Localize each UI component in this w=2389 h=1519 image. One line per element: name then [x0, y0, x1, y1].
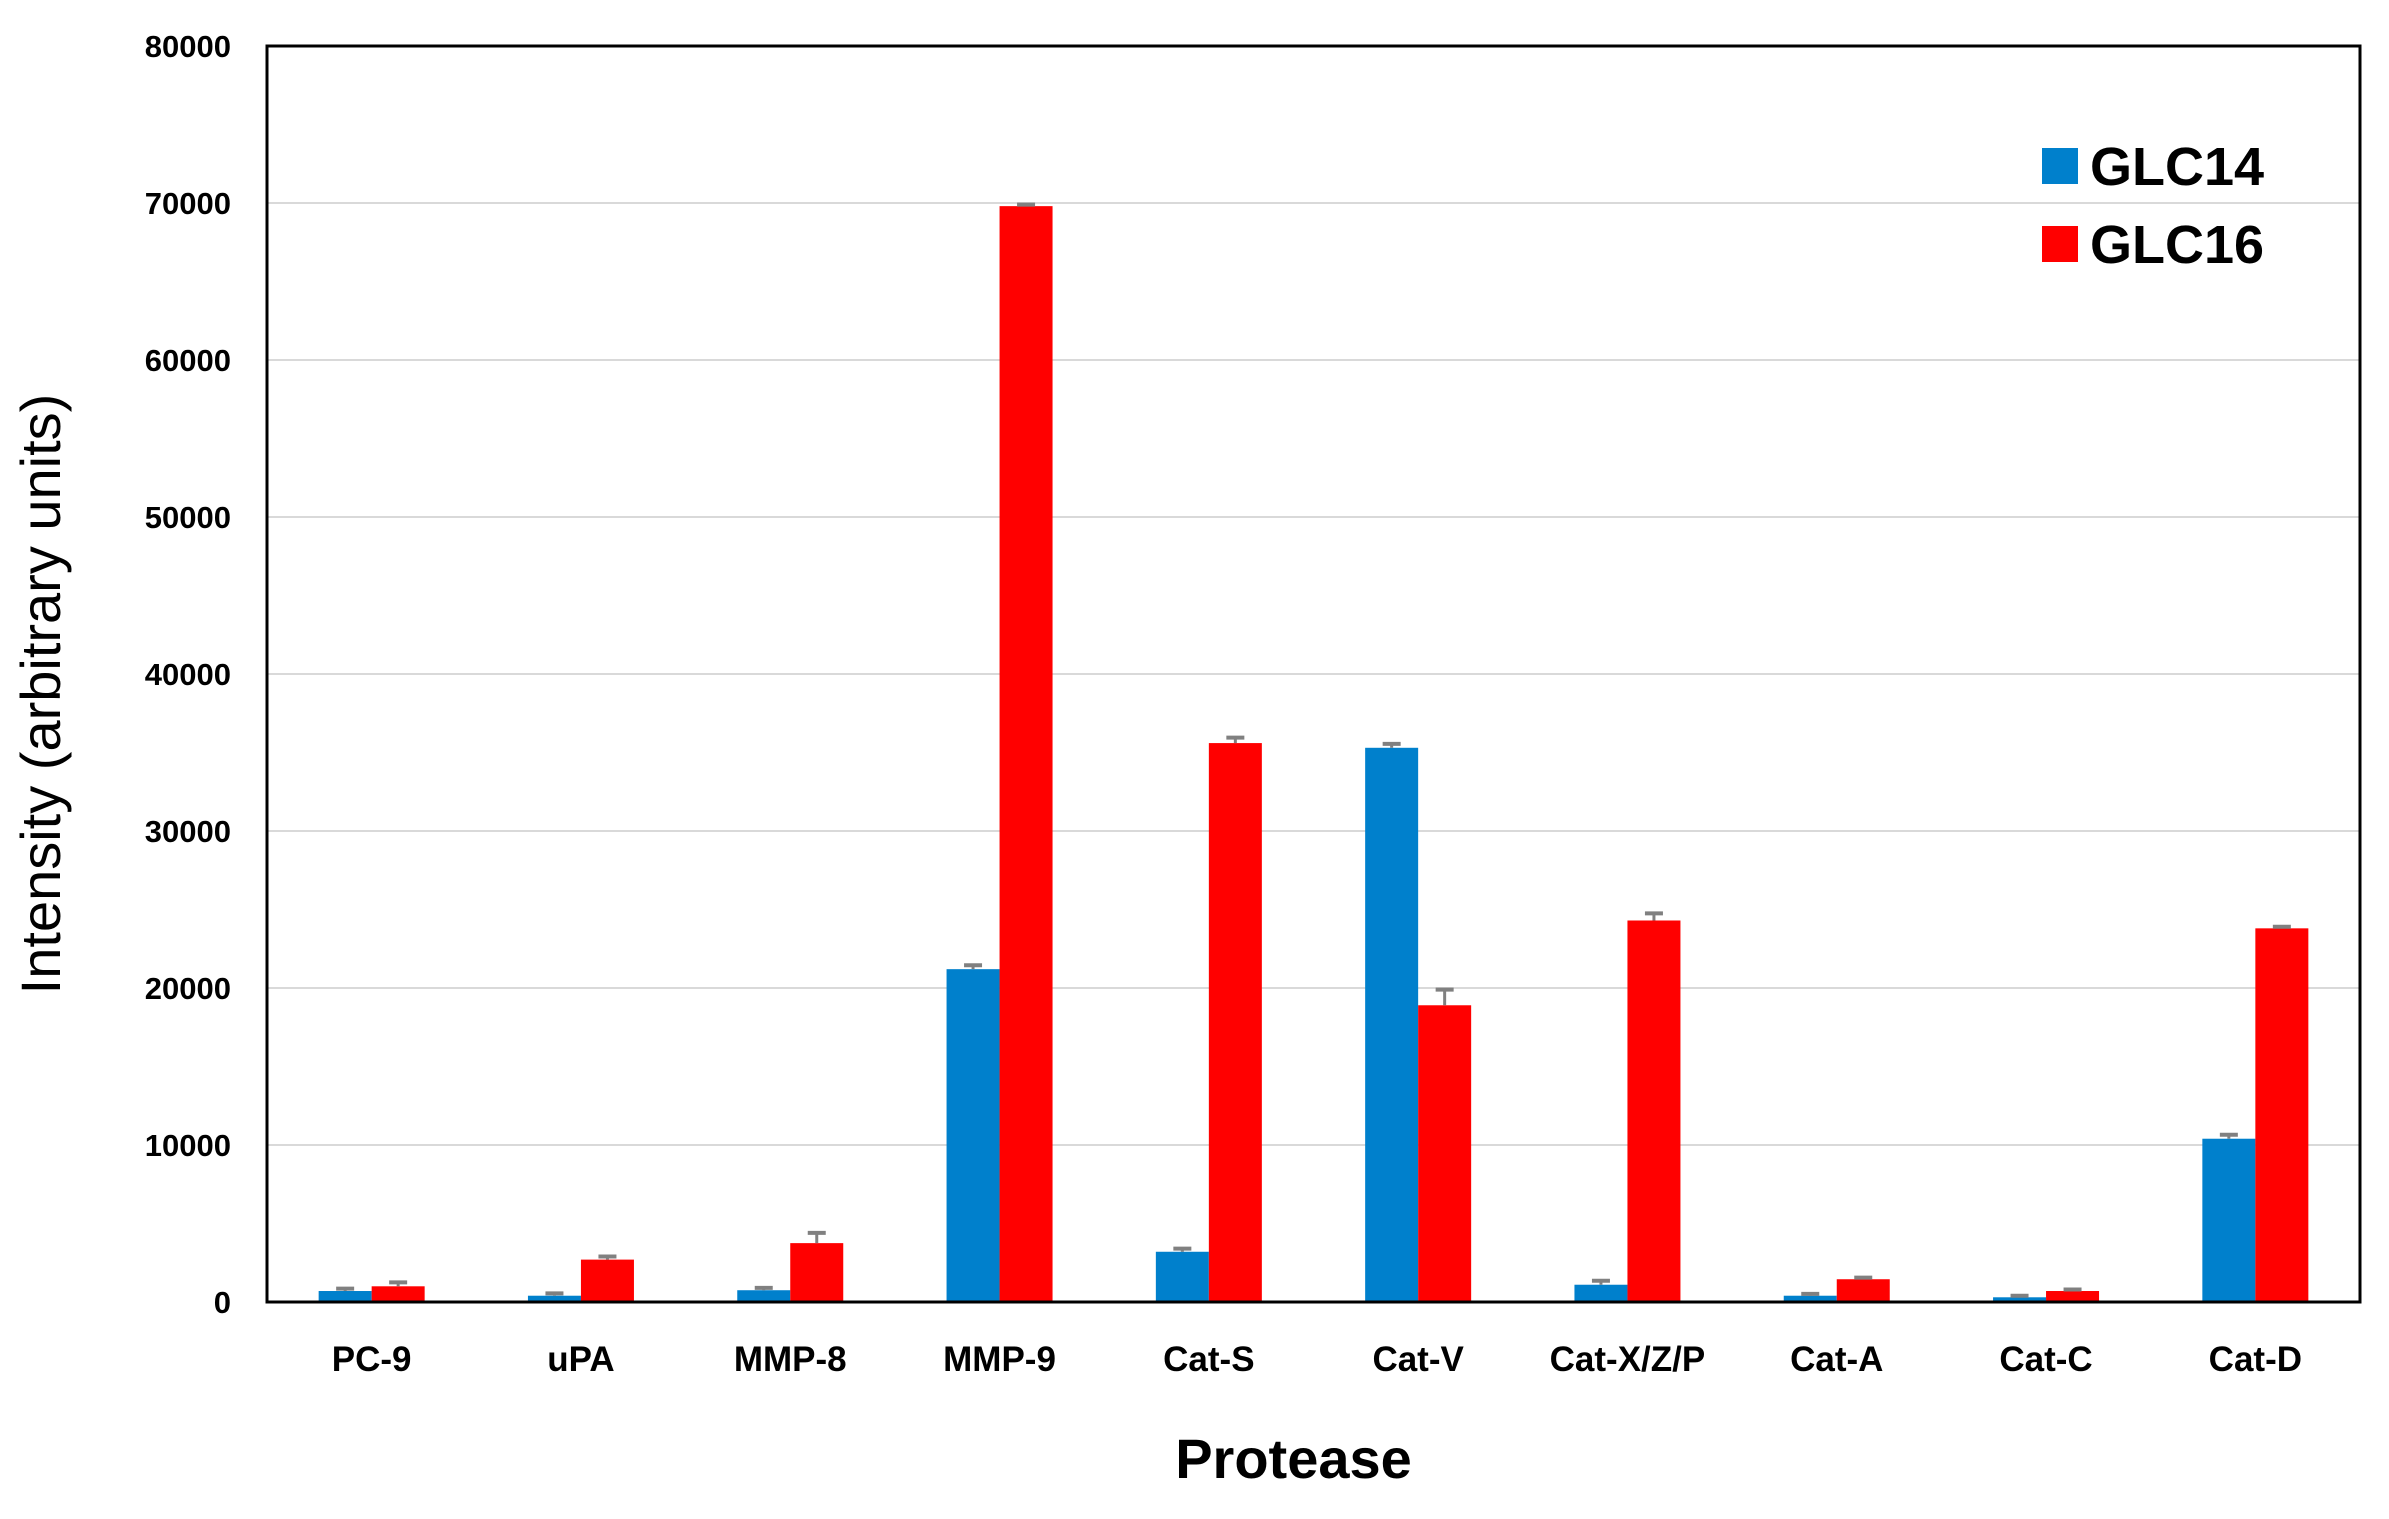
- x-tick-label: Cat-A: [1790, 1340, 1883, 1379]
- y-tick-label: 60000: [145, 343, 231, 378]
- error-bar: [1382, 741, 1401, 748]
- bar-glc14-cat-c: [1993, 1297, 2047, 1302]
- error-bar: [2010, 1293, 2029, 1298]
- x-tick-label: MMP-9: [943, 1340, 1056, 1379]
- bar-glc16-upa: [580, 1259, 634, 1302]
- error-bar: [754, 1285, 773, 1291]
- bars: [318, 206, 2309, 1302]
- gridlines: [267, 202, 2360, 1146]
- bar-glc16-cat-a: [1836, 1279, 1890, 1302]
- x-tick-label: Cat-X/Z/P: [1550, 1340, 1706, 1379]
- error-bar: [545, 1291, 564, 1296]
- bar-glc16-mmp-9: [999, 206, 1053, 1302]
- error-bar: [2272, 924, 2291, 929]
- y-tick-label: 70000: [145, 186, 231, 221]
- y-tick-label: 30000: [145, 814, 231, 849]
- x-tick-label: Cat-D: [2209, 1340, 2302, 1379]
- error-bars: [336, 202, 2291, 1298]
- error-bar: [2219, 1132, 2238, 1139]
- bar-glc14-pc-9: [318, 1291, 372, 1302]
- legend: GLC14 GLC16: [2042, 137, 2264, 275]
- bar-glc16-cat-c: [2046, 1291, 2100, 1302]
- bar-glc16-cat-s: [1208, 743, 1262, 1302]
- x-axis-ticks: PC-9 uPA MMP-8 MMP-9 Cat-S Cat-V Cat-X/Z/P Cat-…: [332, 1340, 2302, 1379]
- bar-glc14-mmp-9: [946, 969, 1000, 1302]
- bar-glc16-cat-v: [1418, 1005, 1472, 1302]
- y-axis-ticks: 0 10000 20000 30000 40000 50000 60000 70000 8000…: [145, 29, 231, 1320]
- legend-label: GLC14: [2090, 137, 2264, 197]
- y-tick-label: 80000: [145, 29, 231, 64]
- x-tick-label: MMP-8: [734, 1340, 847, 1379]
- x-tick-label: Cat-V: [1372, 1340, 1464, 1379]
- x-tick-label: Cat-S: [1163, 1340, 1254, 1379]
- y-tick-label: 10000: [145, 1128, 231, 1163]
- legend-swatch: [2042, 226, 2078, 262]
- x-axis-label: Protease: [1175, 1427, 1412, 1490]
- error-bar: [336, 1286, 355, 1292]
- legend-swatch: [2042, 148, 2078, 184]
- error-bar: [807, 1230, 826, 1244]
- error-bar: [1173, 1246, 1192, 1252]
- error-bar: [964, 963, 983, 970]
- bar-glc14-cat-v: [1365, 747, 1419, 1302]
- bar-glc16-mmp-8: [790, 1243, 844, 1302]
- error-bar: [2063, 1287, 2082, 1292]
- y-axis-label: Intensity (arbitrary units): [9, 394, 72, 995]
- error-bar: [389, 1280, 408, 1287]
- error-bar: [1644, 911, 1663, 921]
- x-tick-label: Cat-C: [1999, 1340, 2092, 1379]
- error-bar: [1854, 1275, 1873, 1280]
- error-bar: [1226, 735, 1245, 744]
- bar-glc14-mmp-8: [737, 1290, 791, 1302]
- bar-glc16-pc-9: [371, 1286, 425, 1302]
- x-tick-label: uPA: [547, 1340, 614, 1379]
- bar-glc16-cat-x-z-p: [1627, 920, 1681, 1302]
- bar-glc14-cat-d: [2202, 1138, 2256, 1302]
- error-bar: [1591, 1278, 1610, 1285]
- bar-glc14-cat-x-z-p: [1574, 1284, 1628, 1302]
- bar-glc14-upa: [527, 1295, 581, 1302]
- error-bar: [598, 1254, 617, 1260]
- error-bar: [1435, 987, 1454, 1006]
- x-tick-label: PC-9: [332, 1340, 412, 1379]
- error-bar: [1801, 1291, 1820, 1296]
- bar-glc14-cat-s: [1155, 1251, 1209, 1302]
- plot-area-frame: [265, 44, 2362, 1304]
- y-tick-label: 20000: [145, 971, 231, 1006]
- bar-glc16-cat-d: [2255, 928, 2309, 1302]
- y-tick-label: 0: [214, 1285, 231, 1320]
- y-tick-label: 40000: [145, 657, 231, 692]
- bar-glc14-cat-a: [1783, 1295, 1837, 1302]
- y-tick-label: 50000: [145, 500, 231, 535]
- error-bar: [1017, 202, 1036, 207]
- legend-label: GLC16: [2090, 215, 2264, 275]
